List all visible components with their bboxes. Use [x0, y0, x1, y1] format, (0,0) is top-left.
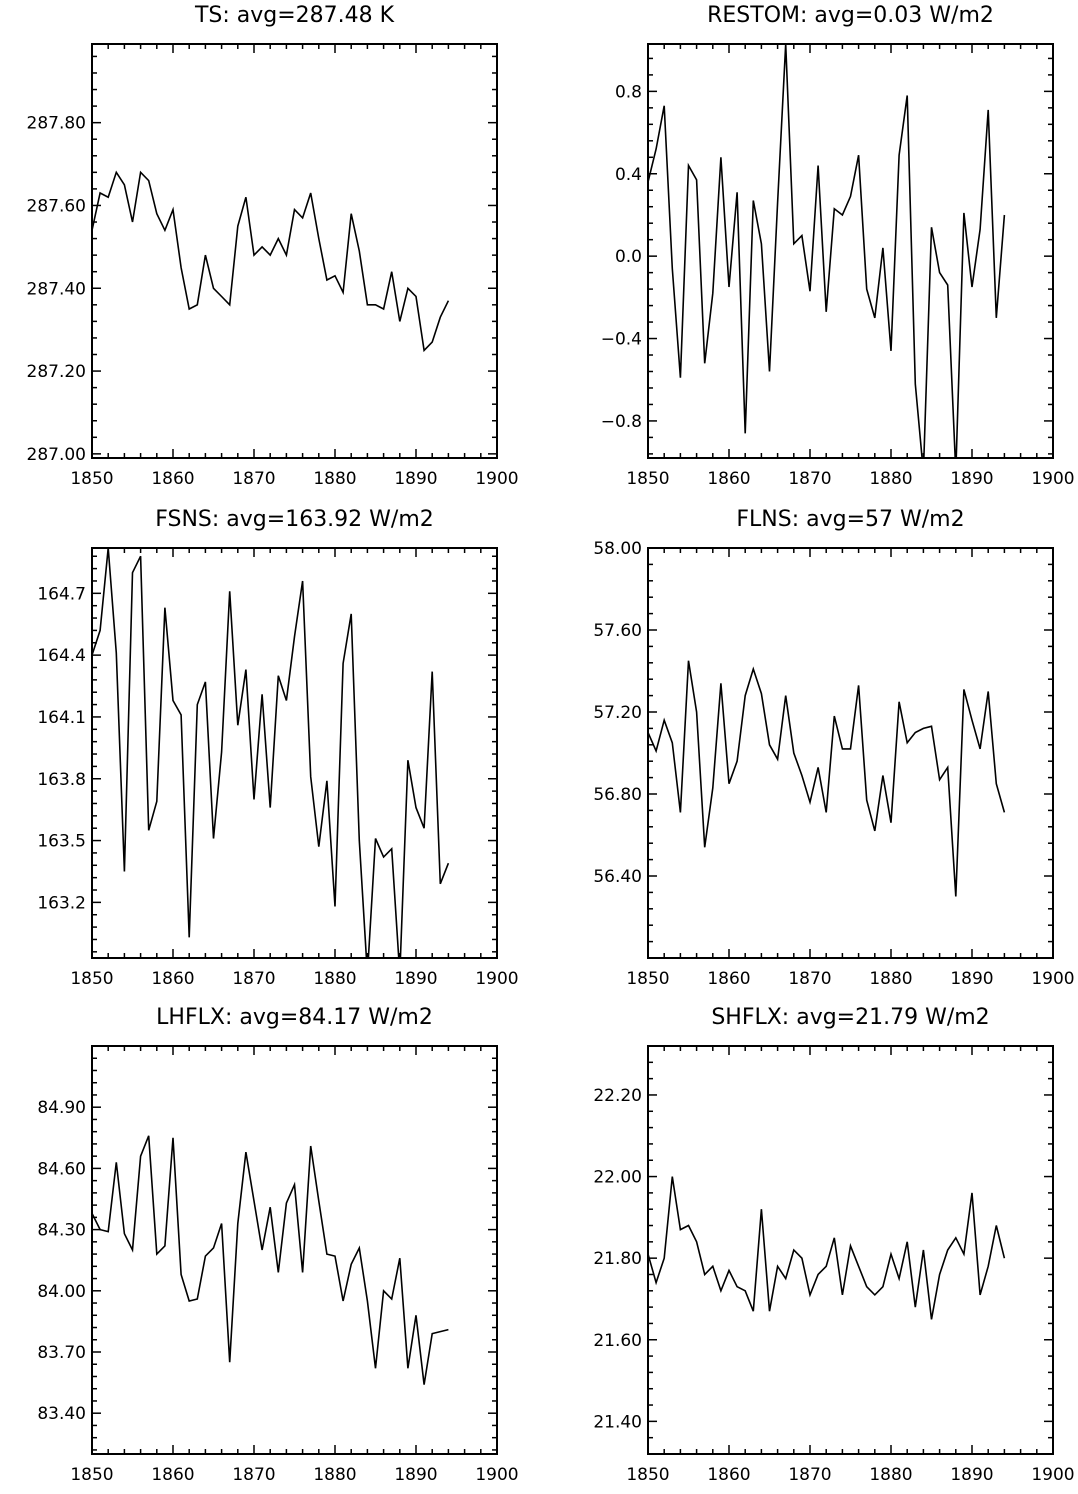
- y-tick-label: 57.60: [593, 621, 642, 641]
- x-tick-label: 1890: [394, 469, 437, 489]
- series-line: [92, 1135, 449, 1385]
- x-tick-label: 1870: [788, 1465, 831, 1485]
- panel-5: LHFLX: avg=84.17 W/m2 1850 1860 1870 1880 189…: [37, 1005, 518, 1485]
- x-tick-label: 1870: [232, 1465, 275, 1485]
- y-tick-label: 287.60: [27, 196, 86, 216]
- x-tick-label: 1850: [70, 969, 113, 989]
- y-tick-label: 287.80: [27, 114, 86, 134]
- x-tick-label: 1880: [869, 1465, 912, 1485]
- x-tick-label: 1860: [707, 969, 750, 989]
- y-tick-label: 57.20: [593, 703, 642, 723]
- panel-4: FLNS: avg=57 W/m2 1850 1860 1870 1880 1890 190…: [593, 507, 1074, 989]
- x-tick-label: 1870: [788, 469, 831, 489]
- plot-frame: [647, 1045, 1054, 1455]
- panel-title: LHFLX: avg=84.17 W/m2: [156, 1005, 433, 1030]
- x-tick-label: 1890: [394, 1465, 437, 1485]
- y-tick-label: 58.00: [593, 539, 642, 559]
- y-tick-label: 0.0: [615, 247, 642, 267]
- y-tick-label: 21.80: [593, 1249, 642, 1269]
- x-tick-label: 1850: [626, 1465, 669, 1485]
- series-line: [648, 44, 1006, 458]
- y-tick-label: 22.00: [593, 1168, 642, 1188]
- panel-title: SHFLX: avg=21.79 W/m2: [711, 1005, 989, 1030]
- y-tick-label: 164.4: [37, 646, 86, 666]
- plot-frame: [647, 43, 1054, 459]
- x-tick-label: 1860: [151, 969, 194, 989]
- x-tick-label: 1900: [1031, 469, 1074, 489]
- x-tick-label: 1850: [626, 969, 669, 989]
- x-tick-label: 1880: [313, 969, 356, 989]
- y-tick-label: 0.8: [615, 82, 642, 102]
- y-tick-label: 84.90: [37, 1098, 86, 1118]
- panel-title: TS: avg=287.48 K: [194, 3, 395, 28]
- panel-title: FLNS: avg=57 W/m2: [736, 507, 964, 532]
- y-tick-label: 56.40: [593, 867, 642, 887]
- y-tick-label: 83.40: [37, 1404, 86, 1424]
- panel-2: RESTOM: avg=0.03 W/m2 1850 1860 1870 1880 189…: [601, 3, 1075, 489]
- y-tick-label: 164.1: [37, 708, 86, 728]
- x-tick-label: 1880: [869, 969, 912, 989]
- x-tick-label: 1870: [232, 969, 275, 989]
- panel-1: TS: avg=287.48 K 1850 1860 1870 1880 1890 1900…: [27, 3, 519, 489]
- y-tick-label: 21.60: [593, 1331, 642, 1351]
- y-tick-label: 0.4: [615, 165, 642, 185]
- plot-frame: [91, 547, 498, 959]
- x-tick-label: 1880: [313, 1465, 356, 1485]
- x-tick-label: 1900: [475, 469, 518, 489]
- x-tick-label: 1850: [70, 469, 113, 489]
- y-tick-label: 287.00: [27, 445, 86, 465]
- y-tick-label: 287.20: [27, 362, 86, 382]
- x-tick-label: 1860: [151, 1465, 194, 1485]
- series-line: [648, 660, 1006, 897]
- x-tick-label: 1900: [475, 969, 518, 989]
- y-tick-label: 84.30: [37, 1221, 86, 1241]
- plot-frame: [91, 43, 498, 459]
- panel-title: FSNS: avg=163.92 W/m2: [155, 507, 434, 532]
- x-tick-label: 1900: [475, 1465, 518, 1485]
- series-line: [92, 548, 450, 958]
- x-tick-label: 1890: [950, 469, 993, 489]
- x-tick-label: 1850: [626, 469, 669, 489]
- series-line: [92, 170, 450, 353]
- y-tick-label: 164.7: [37, 584, 86, 604]
- x-tick-label: 1860: [707, 469, 750, 489]
- y-tick-label: 163.5: [37, 832, 86, 852]
- y-tick-label: 84.60: [37, 1159, 86, 1179]
- panel-3: FSNS: avg=163.92 W/m2 1850 1860 1870 1880 189…: [37, 507, 518, 989]
- y-tick-label: 21.40: [593, 1412, 642, 1432]
- x-tick-label: 1900: [1031, 1465, 1074, 1485]
- x-tick-label: 1870: [232, 469, 275, 489]
- series-line: [648, 1176, 1006, 1320]
- panel-6: SHFLX: avg=21.79 W/m2 1850 1860 1870 1880 189…: [593, 1005, 1074, 1485]
- y-tick-label: −0.8: [601, 412, 642, 432]
- y-tick-label: 287.40: [27, 279, 86, 299]
- x-tick-label: 1850: [70, 1465, 113, 1485]
- y-tick-label: 163.8: [37, 770, 86, 790]
- x-tick-label: 1860: [707, 1465, 750, 1485]
- y-tick-label: 56.80: [593, 785, 642, 805]
- y-tick-label: −0.4: [601, 330, 642, 350]
- x-tick-label: 1860: [151, 469, 194, 489]
- plot-frame: [647, 547, 1054, 959]
- x-tick-label: 1890: [950, 1465, 993, 1485]
- x-tick-label: 1880: [869, 469, 912, 489]
- x-tick-label: 1890: [394, 969, 437, 989]
- y-tick-label: 22.20: [593, 1086, 642, 1106]
- plot-frame: [91, 1045, 498, 1455]
- x-tick-label: 1870: [788, 969, 831, 989]
- y-tick-label: 163.2: [37, 893, 86, 913]
- x-tick-label: 1880: [313, 469, 356, 489]
- panel-title: RESTOM: avg=0.03 W/m2: [707, 3, 994, 28]
- x-tick-label: 1900: [1031, 969, 1074, 989]
- x-tick-label: 1890: [950, 969, 993, 989]
- y-tick-label: 84.00: [37, 1282, 86, 1302]
- y-tick-label: 83.70: [37, 1343, 86, 1363]
